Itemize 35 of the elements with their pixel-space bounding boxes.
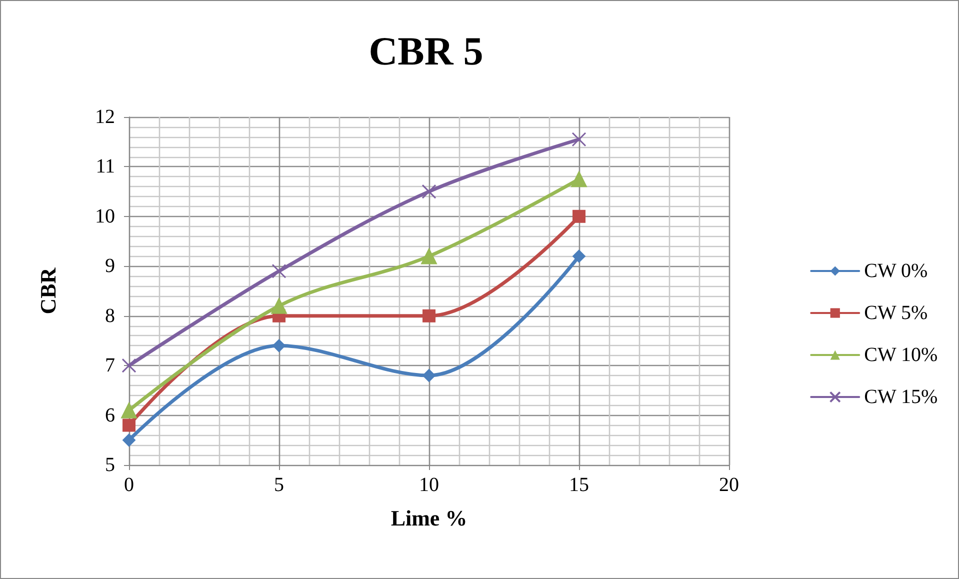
point [571, 171, 587, 188]
point [572, 250, 586, 263]
point [122, 434, 136, 447]
x-tick-label: 0 [124, 474, 134, 496]
y-tick-label: 7 [105, 354, 115, 377]
legend-label: CW 5% [864, 302, 928, 324]
point [421, 248, 437, 264]
y-tick-label: 5 [105, 454, 115, 476]
y-tick-label: 10 [95, 205, 115, 228]
point [422, 184, 436, 199]
y-tick-label: 11 [96, 156, 115, 178]
legend-label: CW 15% [864, 386, 938, 408]
legend-label: CW 10% [864, 344, 938, 366]
x-tick-label: 15 [569, 474, 589, 496]
point [122, 358, 136, 373]
point [271, 298, 287, 314]
point [272, 339, 286, 352]
y-tick-label: 12 [95, 106, 115, 128]
y-tick-label: 6 [105, 404, 115, 426]
y-axis-title: CBR [36, 266, 60, 314]
point [122, 418, 136, 432]
legend-label: CW 0% [864, 260, 928, 282]
point [572, 210, 586, 223]
point [422, 309, 436, 322]
point [572, 132, 586, 147]
y-tick-label: 8 [105, 304, 115, 327]
x-tick-label: 20 [719, 474, 739, 496]
x-tick-label: 5 [274, 474, 284, 496]
x-tick-label: 10 [419, 474, 439, 496]
chart-title: CBR 5 [368, 28, 484, 74]
point [422, 369, 436, 382]
point [272, 264, 286, 278]
y-tick-label: 9 [105, 255, 115, 278]
x-axis-title: Lime % [390, 506, 468, 530]
point [121, 402, 137, 418]
